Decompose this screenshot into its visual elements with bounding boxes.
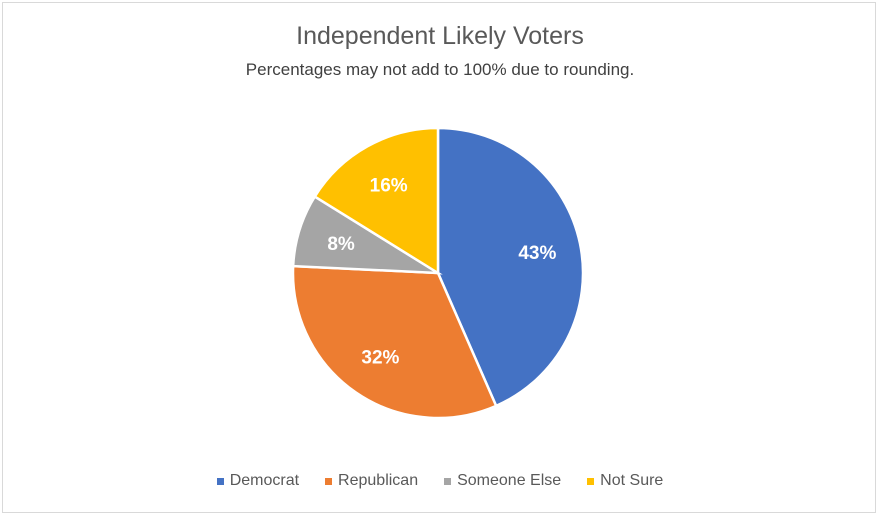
chart-subtitle: Percentages may not add to 100% due to r…: [245, 60, 635, 79]
legend-item: Democrat: [216, 472, 300, 490]
legend-item: Someone Else: [444, 472, 561, 490]
legend-label: Democrat: [229, 472, 300, 489]
legend-item: Not Sure: [587, 472, 663, 490]
data-label: 32%: [361, 348, 399, 369]
data-label: 43%: [518, 243, 556, 264]
legend: Democrat Republican Someone Else Not Sure: [0, 472, 880, 490]
legend-swatch: [325, 477, 333, 485]
pie-slice-democrat: [436, 126, 585, 408]
data-label: 16%: [370, 175, 408, 196]
legend-swatch: [216, 477, 224, 485]
data-label: 8%: [327, 234, 355, 255]
pie-slice-republican: [291, 264, 498, 420]
legend-item: Republican: [325, 472, 418, 490]
legend-label: Republican: [338, 472, 419, 489]
legend-swatch: [587, 477, 595, 485]
legend-label: Not Sure: [600, 472, 664, 489]
chart-title: Independent Likely Voters: [296, 22, 584, 50]
legend-label: Someone Else: [457, 472, 562, 489]
legend-swatch: [444, 477, 452, 485]
pie-slice-not-sure: [313, 126, 440, 276]
